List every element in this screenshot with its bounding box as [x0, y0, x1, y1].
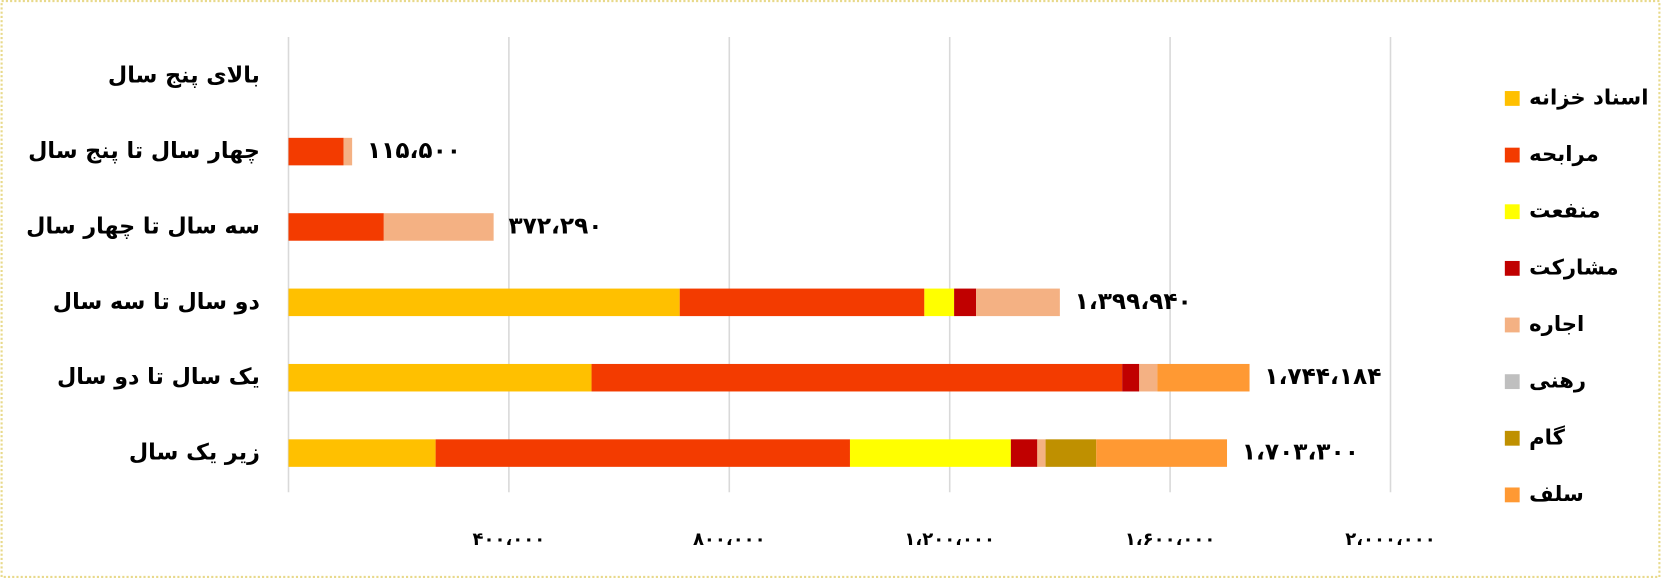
legend-label: سلف [1529, 481, 1584, 506]
legend-label: اسناد خزانه [1529, 84, 1648, 109]
y-tick-label: یک سال تا دو سال [57, 364, 260, 390]
bar-segment [343, 137, 353, 166]
legend-label: اجاره [1529, 311, 1584, 336]
legend-label: مرابحه [1529, 141, 1599, 166]
data-label: ۱،۳۹۹،۹۴۰ [1075, 288, 1192, 315]
legend-swatch [1504, 91, 1520, 106]
legend-swatch [1504, 260, 1520, 276]
data-label: ۳۷۲،۲۹۰ [508, 212, 602, 239]
bar-segment [1045, 439, 1097, 467]
bar-segment [435, 439, 850, 467]
data-label: ۱،۷۴۴،۱۸۴ [1264, 363, 1381, 390]
bar-segment [1157, 363, 1250, 392]
y-tick-label: چهار سال تا پنج سال [28, 138, 260, 164]
bar-segment [288, 288, 680, 317]
bar-segment [924, 288, 955, 317]
data-label: ۱۱۵،۵۰۰ [367, 137, 461, 164]
bar-segment [383, 213, 494, 241]
bar-segment [849, 439, 1011, 467]
x-tick-label: ۸۰۰،۰۰۰ [693, 529, 766, 550]
x-tick-label: ۱،۲۰۰،۰۰۰ [904, 529, 995, 550]
x-tick-label: ۴۰۰،۰۰۰ [473, 529, 546, 550]
x-tick-label: ۱،۶۰۰،۰۰۰ [1125, 529, 1216, 550]
legend-label: گام [1529, 424, 1565, 449]
bar-segment [954, 288, 977, 317]
bar-segment [591, 363, 1123, 392]
y-tick-label: سه سال تا چهار سال [26, 213, 260, 239]
bar-segment [976, 288, 1060, 317]
data-label: ۱،۷۰۳،۳۰۰ [1242, 439, 1359, 466]
y-tick-label: زیر یک سال [129, 440, 260, 466]
legend-label: رهنی [1529, 368, 1586, 393]
bar-segment [288, 439, 436, 467]
legend-swatch [1504, 430, 1520, 446]
bar-segment [288, 363, 592, 392]
bar-segment [679, 288, 925, 317]
bar-segment [1037, 439, 1046, 467]
y-tick-label: دو سال تا سه سال [53, 289, 260, 315]
legend-label: منفعت [1529, 198, 1600, 223]
bar-segment [1096, 439, 1228, 467]
legend-swatch [1504, 317, 1520, 333]
legend-swatch [1504, 147, 1520, 163]
x-tick-label: ۲،۰۰۰،۰۰۰ [1345, 529, 1436, 550]
bar-segment [1010, 439, 1038, 467]
bar-segment [1139, 363, 1158, 392]
bar-segment [288, 137, 344, 166]
y-tick-label: بالای پنج سال [108, 63, 260, 89]
bar-segment [1122, 363, 1140, 392]
legend-swatch [1504, 374, 1520, 390]
legend-swatch [1504, 487, 1520, 503]
legend-swatch [1504, 204, 1520, 220]
legend-label: مشارکت [1529, 254, 1618, 279]
bar-segment [288, 213, 384, 241]
